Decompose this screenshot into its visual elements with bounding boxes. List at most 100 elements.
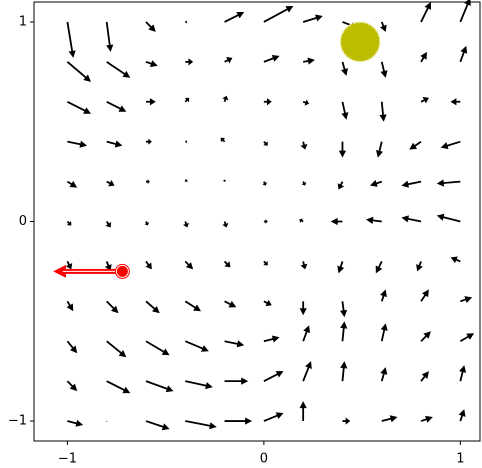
vector-arrow (105, 21, 114, 52)
vector-arrow (420, 2, 432, 23)
vector-arrow (105, 221, 112, 228)
vector-arrow (340, 361, 348, 382)
vector-arrow (301, 181, 307, 186)
vector-arrow (302, 325, 311, 342)
goal (339, 21, 381, 63)
vector-arrow (185, 380, 213, 390)
vector-arrow (302, 14, 323, 23)
vector-arrow (342, 417, 351, 425)
vector-arrow (379, 21, 387, 32)
vector-arrow (299, 218, 304, 223)
vector-arrow (341, 101, 349, 120)
vector-arrow (263, 299, 272, 307)
vector-arrow (460, 296, 473, 303)
vector-arrow (420, 96, 429, 104)
vector-arrow (459, 333, 475, 343)
vector-arrow (67, 419, 84, 427)
vector-arrow (381, 415, 398, 423)
vector-arrow (263, 335, 280, 343)
vector-arrow (106, 140, 123, 148)
vector-arrow (66, 61, 91, 82)
vector-arrow (338, 141, 347, 158)
vector-arrow (330, 217, 343, 226)
vector-arrow (106, 300, 119, 314)
vector-arrow (300, 261, 308, 270)
vector-arrow (224, 340, 245, 348)
vector-arrow (145, 420, 170, 431)
vector-arrow (66, 100, 91, 114)
vector-arrow (67, 140, 88, 148)
vector-arrow (303, 57, 315, 65)
vector-arrow (184, 260, 194, 270)
vector-arrow (337, 181, 345, 190)
vector-arrow (263, 98, 272, 106)
vector-arrow (220, 137, 226, 143)
vector-arrow (185, 420, 217, 430)
vector-arrow (366, 216, 382, 224)
vector-arrow (263, 141, 268, 146)
vector-arrow (224, 57, 233, 64)
x-tick-label: 0 (260, 452, 268, 467)
vector-arrow (66, 180, 78, 188)
vector-arrow (66, 21, 76, 58)
vector-arrow (106, 340, 127, 358)
vector-arrow (224, 11, 245, 23)
vector-arrow (66, 380, 78, 392)
vector-arrow (380, 367, 388, 382)
vector-arrow (184, 300, 201, 312)
vector-arrow (65, 261, 73, 270)
vector-arrow (184, 340, 209, 352)
vector-arrow (420, 415, 433, 423)
vector-arrow (401, 180, 422, 188)
vector-arrow (145, 21, 156, 32)
vector-arrow (299, 401, 307, 422)
vector-arrow (144, 221, 150, 226)
vector-arrow (66, 300, 74, 312)
vector-arrow (450, 98, 461, 106)
vector-arrow (263, 371, 284, 382)
vector-arrow (420, 289, 429, 302)
vector-arrow (145, 300, 160, 314)
vector-arrow (409, 140, 422, 150)
vector-arrow (379, 101, 387, 122)
vector-arrow (106, 380, 131, 394)
vector-arrow (302, 361, 312, 382)
vector-arrow (341, 61, 348, 76)
vector-arrow (185, 139, 188, 144)
agent (115, 264, 129, 278)
vector-arrow (440, 140, 461, 150)
vector-arrow (459, 365, 467, 382)
vector-arrow (145, 340, 170, 356)
vector-arrow (145, 380, 174, 393)
vector-arrow (185, 58, 194, 66)
vector-arrow (184, 97, 190, 103)
vector-arrow (380, 289, 387, 302)
vector-arrow (375, 261, 383, 274)
vector-arrow (416, 261, 423, 272)
y-tick-label: 0 (19, 214, 27, 229)
y-tick-label: −1 (8, 414, 27, 429)
vector-arrow (300, 141, 308, 150)
vector-arrow (145, 60, 158, 68)
vector-arrow (222, 95, 229, 103)
vector-arrow (376, 141, 383, 158)
vector-arrow (223, 260, 231, 268)
vector-arrow (145, 260, 152, 270)
vector-arrow (145, 138, 152, 145)
vector-arrow (263, 55, 280, 63)
vector-arrow (66, 220, 72, 226)
vector-arrow (222, 221, 229, 228)
vector-arrow (263, 260, 268, 266)
vector-arrow (401, 215, 422, 223)
vector-arrow (459, 45, 468, 63)
vector-arrow (222, 179, 227, 182)
vector-arrow (299, 301, 307, 316)
vector-arrow (262, 181, 267, 186)
x-tick-label: −1 (58, 452, 77, 467)
vector-arrow (66, 340, 78, 354)
vector-arrow (105, 421, 108, 422)
vector-arrow (106, 61, 131, 78)
vector-arrow (337, 261, 345, 274)
vector-arrow (302, 99, 310, 106)
vector-arrow (380, 61, 388, 78)
